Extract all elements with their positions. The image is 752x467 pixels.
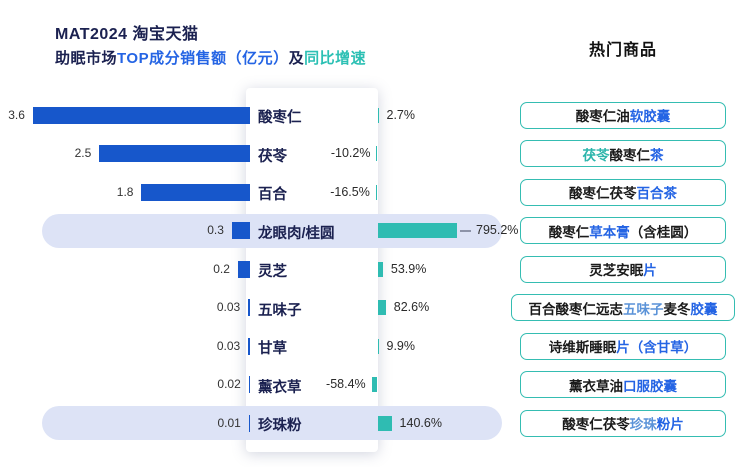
product-name-segment: （含桂圆） xyxy=(629,224,698,240)
growth-bar xyxy=(377,223,458,239)
product-box-6: 诗维斯睡眠片（含甘草） xyxy=(520,332,726,360)
product-name-segment: 五味子 xyxy=(623,301,664,317)
product-name-segment: 珍珠 xyxy=(629,417,657,433)
product-name-segment: 酸枣仁 xyxy=(609,147,651,163)
callout-line xyxy=(460,230,472,232)
product-box-5: 百合酸枣仁远志 五味子 麦冬 胶囊 xyxy=(511,294,735,322)
product-name-segment: 草本膏 xyxy=(589,224,630,240)
chart-title-line2: 助眠市场TOP成分销售额（亿元）及同比增速 xyxy=(55,47,366,68)
category-label: 酸枣仁 xyxy=(258,110,302,127)
sales-bar xyxy=(248,414,250,432)
product-name-segment: 片 xyxy=(643,263,657,279)
product-name-segment: 口服胶囊 xyxy=(623,378,677,394)
title-segment-3: 同比增速 xyxy=(304,50,367,67)
product-name-segment: （含甘草） xyxy=(629,340,698,356)
category-label: 薰衣草 xyxy=(258,379,302,396)
product-name-segment: 片 xyxy=(616,340,630,356)
growth-bar xyxy=(377,300,386,316)
product-name-segment: 酸枣仁 xyxy=(548,224,590,240)
title-segment-2: 及 xyxy=(288,50,305,67)
sales-bar xyxy=(248,337,250,355)
growth-bar xyxy=(377,107,379,123)
growth-bar xyxy=(375,184,378,200)
sales-value-label: 0.2 xyxy=(213,261,230,276)
growth-bar xyxy=(377,261,383,277)
category-label: 百合 xyxy=(258,187,287,204)
product-name-segment: 茶 xyxy=(650,147,664,163)
row-highlight-band xyxy=(42,406,502,441)
category-label: 甘草 xyxy=(258,341,287,358)
product-box-1: 茯苓 酸枣仁茶 xyxy=(520,140,726,168)
sales-value-label: 0.01 xyxy=(217,415,241,430)
product-name-segment: 酸枣仁茯苓 xyxy=(562,417,630,433)
sales-value-label: 0.02 xyxy=(217,377,241,392)
category-label: 五味子 xyxy=(258,302,302,319)
product-name-segment: 酸枣仁油 xyxy=(575,109,630,125)
product-box-4: 灵芝安眠片 xyxy=(520,255,726,283)
growth-value-label: 9.9% xyxy=(386,338,416,353)
product-name-segment: 诗维斯睡眠 xyxy=(548,340,617,356)
sales-value-label: 0.03 xyxy=(216,338,241,353)
growth-bar xyxy=(377,338,379,354)
product-box-7: 薰衣草油 口服胶囊 xyxy=(520,371,726,399)
product-box-2: 酸枣仁茯苓 百合茶 xyxy=(520,178,726,206)
category-label: 茯苓 xyxy=(258,148,287,165)
growth-value-label: -58.4% xyxy=(326,377,366,392)
sales-value-label: 1.8 xyxy=(116,184,134,199)
sales-bar xyxy=(248,376,250,394)
product-name-segment: 软胶囊 xyxy=(629,109,671,125)
category-card xyxy=(246,88,378,452)
growth-value-label: -10.2% xyxy=(330,146,371,161)
product-name-segment: 百合酸枣仁远志 xyxy=(528,301,624,317)
category-label: 龙眼肉/桂圆 xyxy=(258,225,335,242)
growth-value-label: 140.6% xyxy=(399,415,442,430)
sales-bar xyxy=(237,260,250,278)
product-box-0: 酸枣仁油 软胶囊 xyxy=(520,101,726,129)
product-name-segment: 粉片 xyxy=(656,417,684,433)
sales-value-label: 0.3 xyxy=(207,223,224,238)
product-name-segment: 百合茶 xyxy=(636,186,678,202)
growth-value-label: 2.7% xyxy=(386,107,416,122)
title-segment-0: 助眠市场 xyxy=(55,50,118,67)
chart-title-line1: MAT2024 淘宝天猫 xyxy=(55,26,199,43)
sales-bar xyxy=(248,299,250,317)
product-box-3: 酸枣仁 草本膏 （含桂圆） xyxy=(520,217,726,245)
sales-bar xyxy=(99,145,250,163)
sales-value-label: 0.03 xyxy=(216,300,241,315)
growth-value-label: 795.2% xyxy=(476,223,519,238)
product-name-segment: 茯苓 xyxy=(582,147,610,163)
growth-value-label: -16.5% xyxy=(330,184,370,199)
growth-bar xyxy=(377,415,392,431)
product-box-8: 酸枣仁茯苓 珍珠 粉片 xyxy=(520,409,726,437)
growth-value-label: 82.6% xyxy=(393,300,430,315)
sales-bar xyxy=(32,106,250,124)
category-label: 珍珠粉 xyxy=(258,418,302,435)
product-name-segment: 酸枣仁茯苓 xyxy=(569,186,637,202)
product-name-segment: 灵芝安眠 xyxy=(589,263,644,279)
hot-products-header: 热门商品 xyxy=(588,42,657,59)
product-name-segment: 胶囊 xyxy=(690,301,718,317)
sales-value-label: 3.6 xyxy=(8,107,25,122)
growth-bar xyxy=(371,377,378,393)
growth-value-label: 53.9% xyxy=(390,261,427,276)
product-name-segment: 薰衣草油 xyxy=(569,378,623,394)
sales-bar xyxy=(231,222,250,240)
title-segment-1: TOP成分销售额（亿元） xyxy=(117,50,289,67)
category-label: 灵芝 xyxy=(258,264,287,281)
sales-bar xyxy=(141,183,250,201)
product-name-segment: 麦冬 xyxy=(663,301,691,317)
sales-value-label: 2.5 xyxy=(74,146,92,161)
growth-bar xyxy=(376,146,378,162)
